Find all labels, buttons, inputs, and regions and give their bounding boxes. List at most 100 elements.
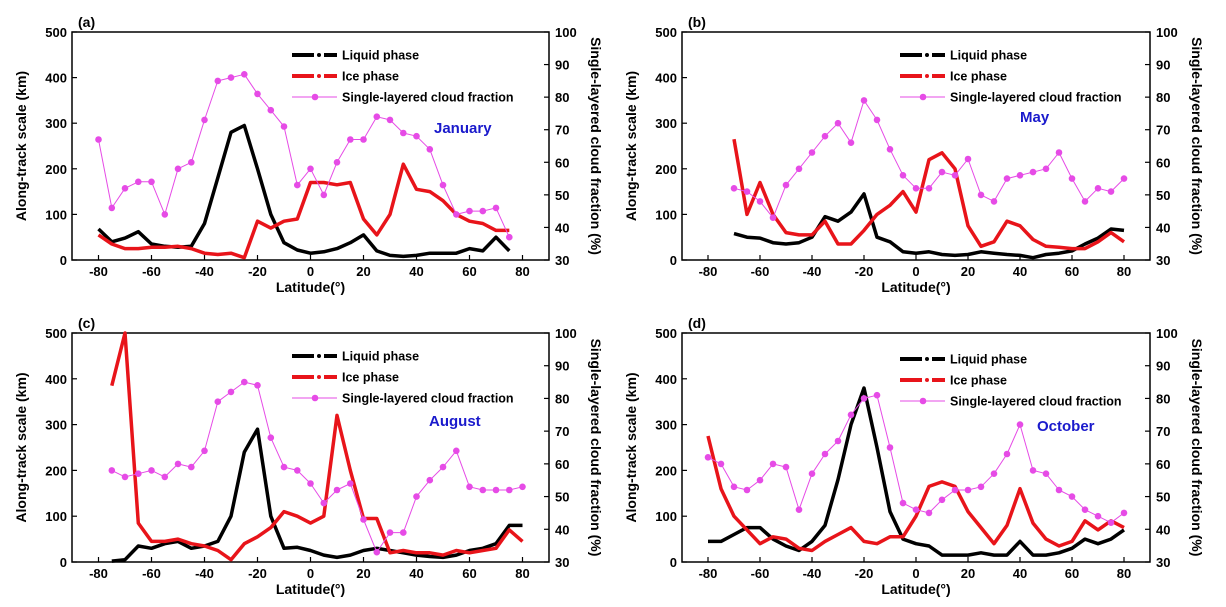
cloud-fraction-point	[938, 496, 946, 504]
y2-tick-label: 30	[555, 253, 569, 268]
cloud-fraction-point	[347, 480, 354, 487]
cloud-fraction-point	[1107, 188, 1115, 195]
cloud-fraction-point	[938, 168, 946, 176]
cloud-fraction-point	[519, 483, 526, 491]
y2-tick-label: 70	[1156, 123, 1170, 138]
y-tick-label: 200	[45, 463, 67, 478]
cloud-fraction-point	[964, 155, 972, 163]
y2-tick-label: 40	[555, 522, 569, 537]
cloud-fraction-point	[1042, 470, 1050, 478]
cloud-fraction-point	[294, 181, 301, 189]
legend-dot	[925, 74, 929, 78]
y-tick-label: 100	[655, 207, 677, 222]
cloud-fraction-point	[254, 382, 261, 389]
cloud-fraction-point	[1120, 509, 1128, 517]
y2-tick-label: 80	[1156, 90, 1170, 105]
y2-tick-label: 50	[1156, 188, 1170, 203]
cloud-fraction-point	[886, 444, 894, 451]
y2-tick-label: 60	[1156, 155, 1170, 170]
legend-label: Single-layered cloud fraction	[950, 91, 1122, 105]
cloud-fraction-point	[821, 132, 829, 140]
x-axis-label: Latitude(°)	[276, 581, 345, 597]
y2-tick-label: 90	[555, 359, 569, 374]
cloud-fraction-point	[161, 473, 169, 481]
y-axis-label: Along-track scale (km)	[13, 71, 29, 221]
cloud-fraction-point	[227, 74, 235, 81]
cloud-fraction-point	[479, 207, 487, 215]
x-tick-label: 40	[1013, 264, 1027, 279]
cloud-fraction-point	[333, 486, 341, 494]
legend-marker	[311, 394, 319, 402]
cloud-fraction-point	[373, 113, 381, 120]
legend-dot	[317, 53, 321, 57]
legend-dot	[925, 53, 929, 57]
plot-frame	[681, 31, 1151, 261]
x-tick-label: -80	[699, 566, 718, 581]
x-tick-label: -20	[248, 264, 267, 279]
cloud-fraction-point	[951, 486, 959, 494]
panel-d: -80 -60 -40 -20 0 20 40 60 80 0 100 200 300 400 500 30 4…	[623, 315, 1205, 597]
cloud-fraction-point	[769, 460, 777, 468]
x-tick-label: -60	[751, 264, 770, 279]
cloud-fraction-point	[717, 460, 725, 468]
x-tick-label: 20	[356, 566, 370, 581]
x-tick-label: -80	[699, 264, 718, 279]
cloud-fraction-point	[453, 211, 460, 218]
y2-tick-label: 80	[1156, 391, 1170, 406]
y-tick-label: 400	[45, 372, 67, 387]
y2-tick-label: 100	[1156, 326, 1178, 341]
legend-label: Single-layered cloud fraction	[342, 392, 514, 406]
cloud-fraction-point	[254, 90, 261, 98]
cloud-fraction-point	[1003, 450, 1011, 458]
y-tick-label: 400	[45, 71, 67, 86]
cloud-fraction-point	[108, 467, 116, 474]
y-tick-label: 300	[655, 418, 677, 433]
y-tick-label: 300	[45, 418, 67, 433]
panel-c: -80 -60 -40 -20 0 20 40 60 80 0 100 200 300 400 500 30 4…	[13, 315, 604, 597]
cloud-fraction-point	[400, 129, 407, 137]
cloud-fraction-point	[860, 97, 868, 104]
x-tick-label: 80	[515, 264, 529, 279]
cloud-fraction-point	[1081, 198, 1089, 205]
y-axis-label: Along-track scale (km)	[623, 71, 639, 221]
ice-phase-line	[97, 162, 510, 260]
cloud-fraction-line	[707, 394, 1125, 524]
cloud-fraction-point	[439, 463, 447, 471]
cloud-fraction-point	[873, 116, 881, 124]
cloud-fraction-point	[373, 548, 381, 556]
cloud-fraction-point	[320, 499, 328, 507]
x-tick-label: 60	[462, 264, 476, 279]
month-label: October	[1037, 418, 1095, 435]
y-tick-label: 100	[655, 509, 677, 524]
y-tick-label: 100	[45, 509, 67, 524]
cloud-fraction-point	[492, 204, 500, 212]
y-tick-label: 200	[655, 463, 677, 478]
cloud-fraction-point	[730, 483, 738, 491]
legend-dot	[317, 74, 321, 78]
cloud-fraction-point	[174, 460, 182, 468]
y2-tick-label: 100	[555, 326, 577, 341]
y2-tick-label: 80	[555, 391, 569, 406]
cloud-fraction-point	[188, 159, 195, 166]
y2-tick-label: 60	[1156, 457, 1170, 472]
legend-label: Ice phase	[342, 371, 399, 385]
cloud-fraction-point	[453, 447, 460, 455]
cloud-fraction-point	[466, 483, 473, 491]
cloud-fraction-point	[782, 181, 790, 189]
x-tick-label: 40	[409, 264, 423, 279]
x-tick-label: -60	[142, 264, 161, 279]
cloud-fraction-point	[1016, 421, 1024, 428]
y-tick-label: 100	[45, 207, 67, 222]
cloud-fraction-point	[439, 181, 447, 189]
y2-tick-label: 50	[555, 188, 569, 203]
cloud-fraction-point	[1003, 175, 1011, 182]
cloud-fraction-point	[479, 486, 487, 494]
cloud-fraction-point	[743, 486, 751, 494]
panel-a: -80 -60 -40 -20 0 20 40 60 80 0 100 200 300 400 500 30 4…	[13, 14, 604, 295]
x-tick-label: 20	[961, 264, 975, 279]
y2-tick-label: 100	[555, 25, 577, 40]
legend-dot	[317, 375, 321, 379]
legend-dot	[925, 357, 929, 361]
cloud-fraction-point	[386, 116, 394, 124]
x-tick-label: 80	[1117, 264, 1131, 279]
